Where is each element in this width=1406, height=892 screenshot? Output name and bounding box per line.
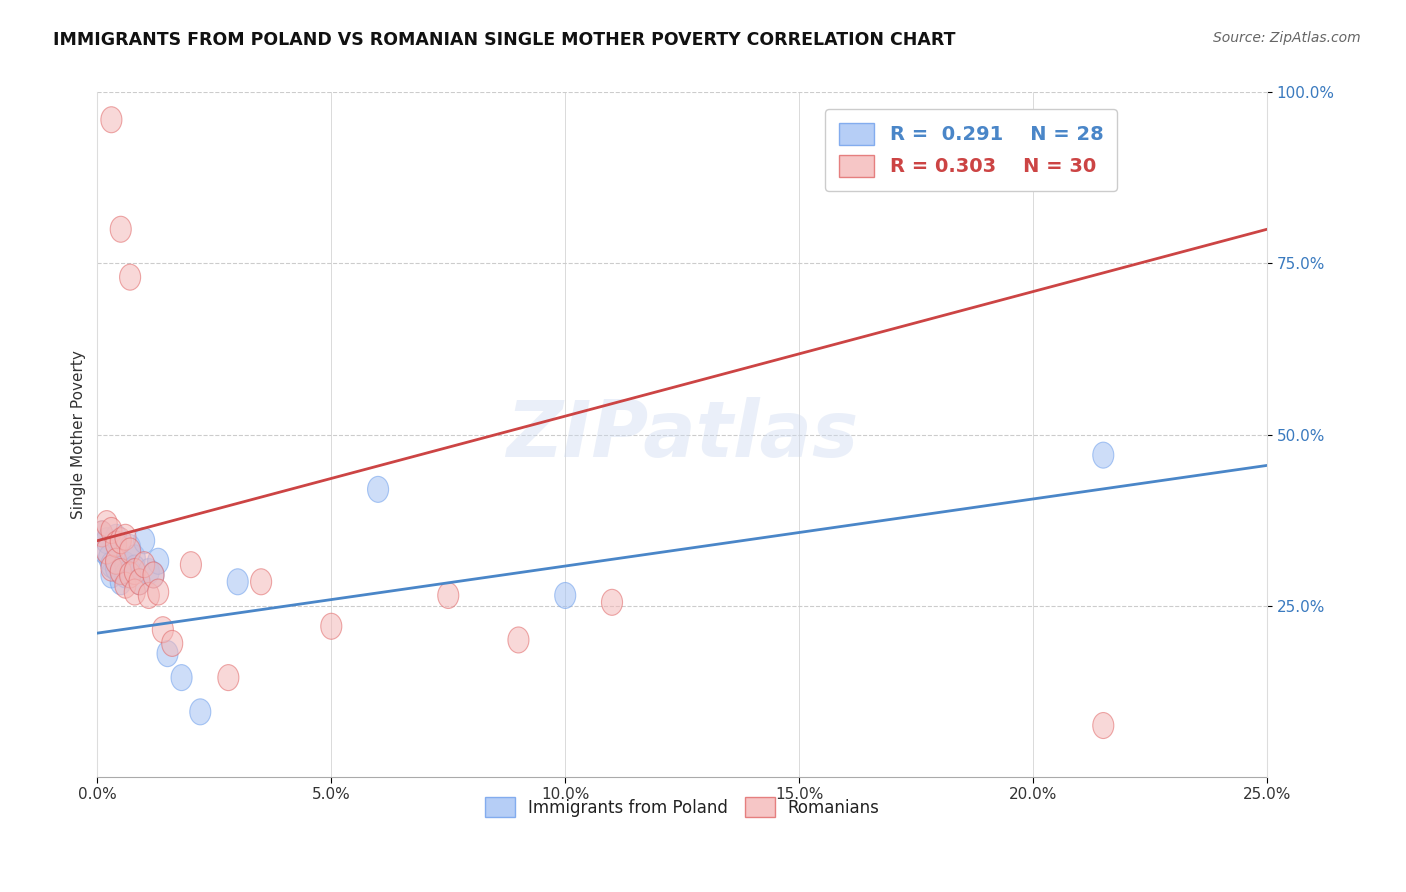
Legend: Immigrants from Poland, Romanians: Immigrants from Poland, Romanians (478, 790, 886, 823)
Text: IMMIGRANTS FROM POLAND VS ROMANIAN SINGLE MOTHER POVERTY CORRELATION CHART: IMMIGRANTS FROM POLAND VS ROMANIAN SINGL… (53, 31, 956, 49)
Y-axis label: Single Mother Poverty: Single Mother Poverty (72, 351, 86, 519)
Text: ZIPatlas: ZIPatlas (506, 397, 858, 473)
Text: Source: ZipAtlas.com: Source: ZipAtlas.com (1213, 31, 1361, 45)
